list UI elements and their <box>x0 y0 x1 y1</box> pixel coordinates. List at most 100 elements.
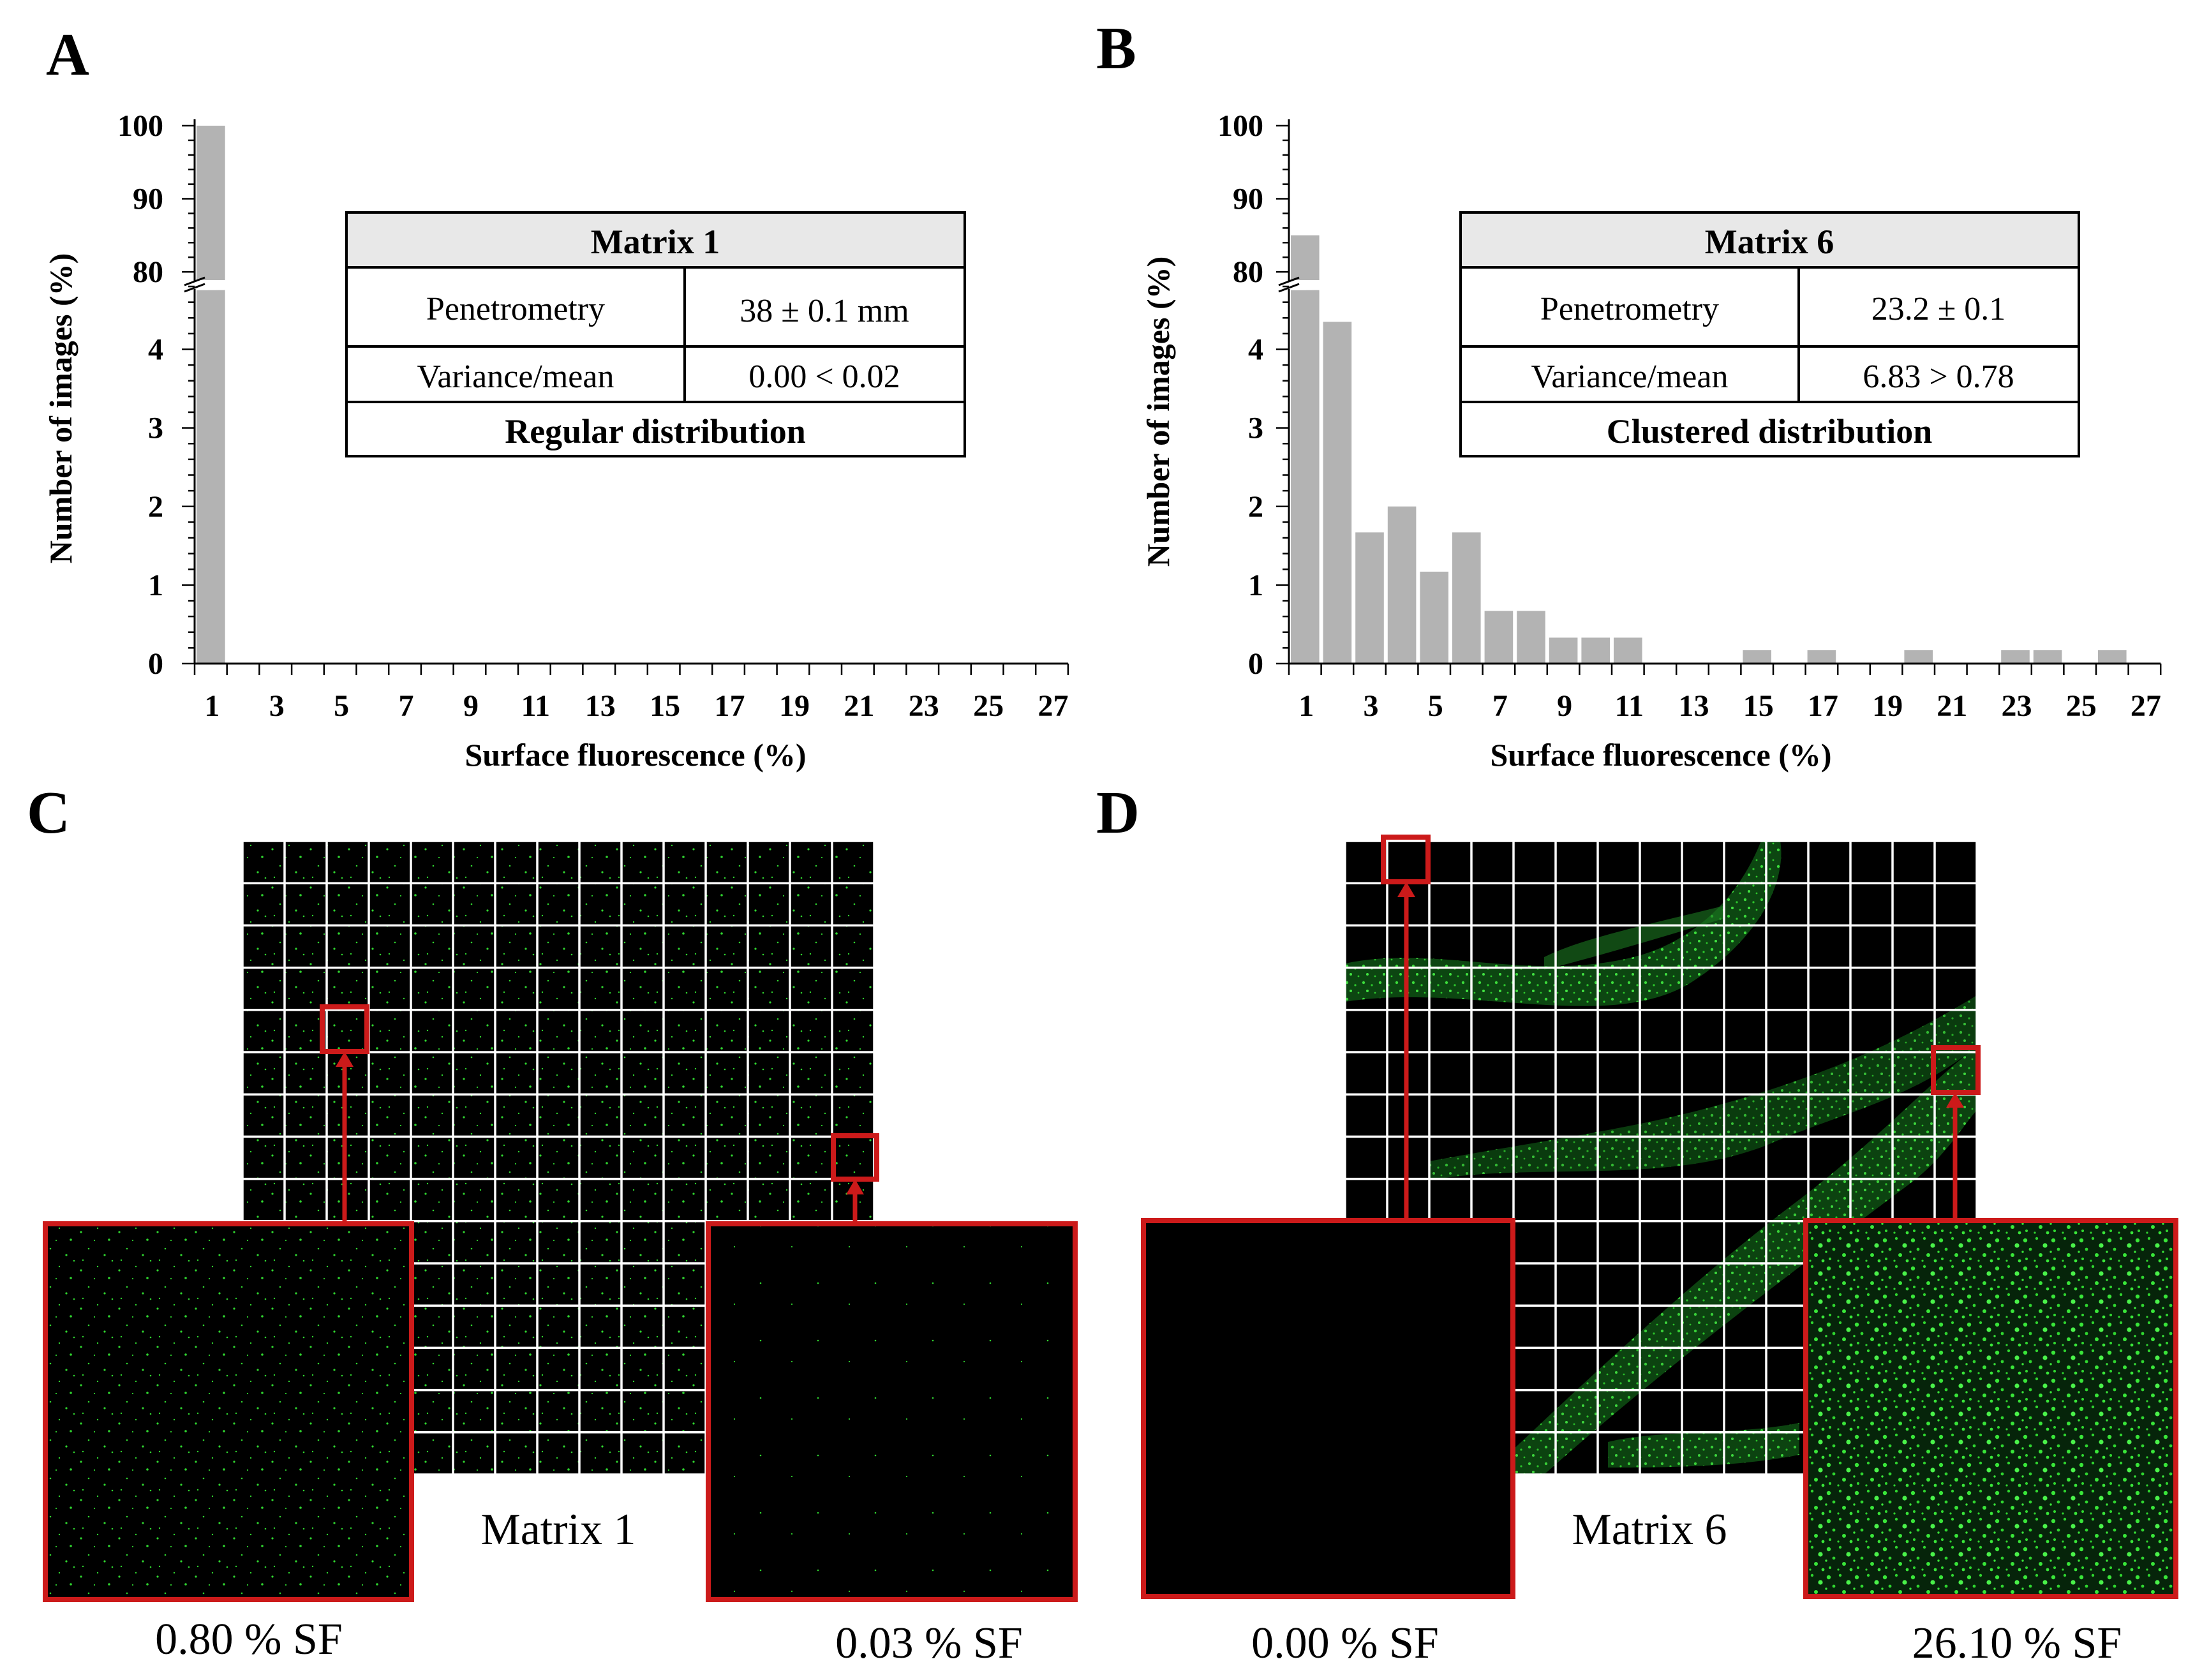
x-tick-label: 21 <box>844 689 874 723</box>
info-table-b: Matrix 6 Penetrometry 23.2 ± 0.1 Varianc… <box>1459 211 2080 457</box>
table-row-label: Variance/mean <box>1531 359 1729 395</box>
y-tick-label: 1 <box>1248 569 1263 602</box>
table-header-bg <box>345 211 966 269</box>
table-footer: Regular distribution <box>505 412 806 450</box>
y-tick-label: 1 <box>148 569 163 602</box>
zoom-inset-right <box>706 1221 1078 1602</box>
inset-caption-left: 0.00 % SF <box>1251 1619 1439 1668</box>
x-tick-label: 25 <box>2066 689 2097 723</box>
x-tick-label: 13 <box>1679 689 1709 723</box>
matrix-label: Matrix 6 <box>1572 1505 1727 1554</box>
info-table-a: Matrix 1 Penetrometry 38 ± 0.1 mm Varian… <box>345 211 966 457</box>
panel-letter-a: A <box>46 22 89 88</box>
pointer-arrowhead <box>336 1052 353 1067</box>
bar-bin-3 <box>1355 532 1384 664</box>
y-tick-label: 0 <box>148 647 163 681</box>
highlight-box <box>1931 1045 1981 1095</box>
bars-b <box>1277 235 2161 664</box>
x-tick-label: 9 <box>1557 689 1572 723</box>
inset-caption-right: 26.10 % SF <box>1912 1619 2122 1668</box>
x-tick-label: 25 <box>973 689 1004 723</box>
y-tick-label: 80 <box>1233 255 1263 289</box>
bar-bin-4 <box>1387 506 1417 664</box>
table-title: Matrix 6 <box>1705 223 1834 261</box>
pointer-arrowhead <box>1946 1092 1964 1108</box>
table-row-value: 23.2 ± 0.1 <box>1871 291 2006 327</box>
x-tick-label: 7 <box>399 689 414 723</box>
y-axis-title-a: Number of images (%) <box>43 253 78 564</box>
table-border <box>1459 211 2080 457</box>
y-tick-label: 2 <box>1248 490 1263 524</box>
table-title: Matrix 1 <box>591 223 720 261</box>
zoom-inset-left <box>43 1221 414 1602</box>
axis-break-mark <box>1278 283 1300 293</box>
x-tick-label: 23 <box>909 689 939 723</box>
bar-bin-5 <box>1420 571 1448 664</box>
panel-letter-d: D <box>1096 780 1140 846</box>
bar-bin-24 <box>2033 650 2062 664</box>
inset-caption-right: 0.03 % SF <box>835 1619 1023 1668</box>
x-tick-label: 17 <box>1808 689 1838 723</box>
y-tick-label: 90 <box>1233 182 1263 216</box>
table-row-label: Variance/mean <box>417 359 614 395</box>
x-tick-label: 19 <box>779 689 810 723</box>
bar-bin-17 <box>1807 650 1836 664</box>
x-tick-label: 5 <box>1428 689 1443 723</box>
x-tick-label: 13 <box>585 689 616 723</box>
axis-break-gap <box>183 280 1068 290</box>
highlight-box <box>1381 835 1431 884</box>
x-tick-label: 17 <box>715 689 745 723</box>
bar-bin-26 <box>2098 650 2127 664</box>
panel-letter-b: B <box>1096 15 1136 82</box>
fluorescent-bands <box>1345 841 1977 1475</box>
table-row-label: Penetrometry <box>426 291 605 327</box>
table-footer: Clustered distribution <box>1607 412 1933 450</box>
x-tick-label: 3 <box>269 689 285 723</box>
y-tick-label: 4 <box>148 333 163 367</box>
bar-bin-10 <box>1581 637 1610 664</box>
x-tick-label: 5 <box>334 689 349 723</box>
table-border <box>345 211 966 457</box>
y-tick-label: 80 <box>133 255 163 289</box>
x-tick-label: 11 <box>1615 689 1644 723</box>
bar-bin-7 <box>1484 611 1514 664</box>
microscopy-panel-d: Matrix 6 0.00 % SF 26.10 % SF <box>1141 835 2178 1668</box>
bar-bin-2 <box>1323 322 1352 664</box>
x-axis-title-b: Surface fluorescence (%) <box>1490 737 1831 773</box>
x-tick-label: 15 <box>1743 689 1774 723</box>
x-tick-label: 27 <box>1038 689 1069 723</box>
y-tick-label: 0 <box>1248 647 1263 681</box>
matrix-label: Matrix 1 <box>480 1505 636 1554</box>
pointer-arrowhead <box>1397 882 1415 897</box>
table-row-value: 0.00 < 0.02 <box>748 359 900 395</box>
y-tick-label: 2 <box>148 490 163 524</box>
zoom-inset-left <box>1141 1218 1515 1599</box>
y-tick-label: 100 <box>117 109 163 143</box>
axis-break-gap <box>1277 280 2161 290</box>
y-tick-label: 4 <box>1248 333 1263 367</box>
bar-bin-15 <box>1743 650 1771 664</box>
x-tick-label: 19 <box>1872 689 1903 723</box>
bar-bin-20 <box>1904 650 1933 664</box>
x-tick-label: 1 <box>1298 689 1314 723</box>
x-tick-label: 11 <box>521 689 550 723</box>
pointer-arrowhead <box>846 1179 864 1194</box>
zoom-inset-right <box>1803 1218 2178 1599</box>
bar-bin-1 <box>1291 235 1320 664</box>
x-tick-label: 7 <box>1492 689 1508 723</box>
table-row-label: Penetrometry <box>1540 291 1719 327</box>
x-axis-title-a: Surface fluorescence (%) <box>465 737 806 773</box>
x-tick-label: 21 <box>1937 689 1967 723</box>
table-row-value: 38 ± 0.1 mm <box>740 293 909 329</box>
y-tick-label: 100 <box>1217 109 1263 143</box>
x-tick-label: 1 <box>204 689 219 723</box>
bar-bin-23 <box>2001 650 2030 664</box>
y-axis-title-b: Number of images (%) <box>1140 256 1176 567</box>
x-tick-label: 27 <box>2131 689 2161 723</box>
y-tick-label: 3 <box>148 412 163 445</box>
y-tick-label: 3 <box>1248 412 1263 445</box>
y-tick-label: 90 <box>133 182 163 216</box>
